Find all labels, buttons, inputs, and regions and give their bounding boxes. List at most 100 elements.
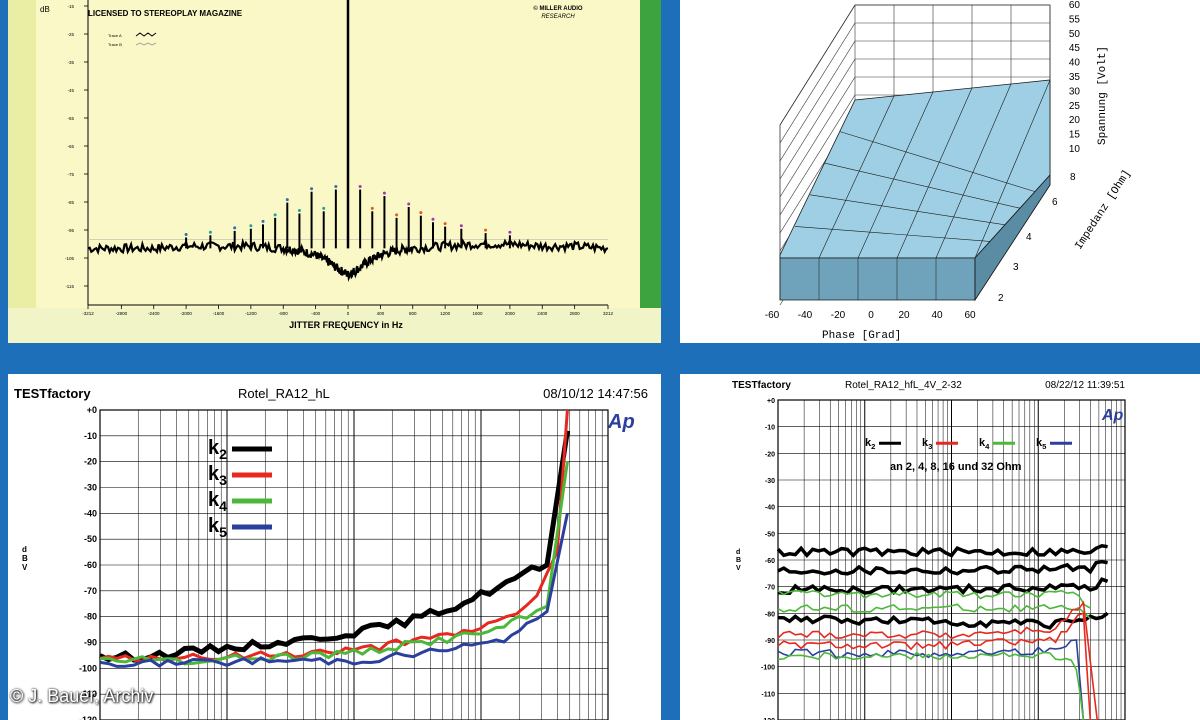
dist2-ytick-label: -20 (765, 451, 775, 458)
dist1-series-k2 (98, 430, 570, 663)
jitter-ytick-label: -105 (65, 256, 75, 261)
jitter-legend-b: Trace B (108, 42, 122, 47)
jitter-xtick-label: -2800 (116, 311, 128, 316)
dist2-series-k4 (777, 651, 1085, 720)
jitter-ytick-label: -25 (67, 32, 74, 37)
jitter-spike-marker (310, 187, 314, 191)
dist2-legend-label: k4 (979, 437, 990, 451)
dist2-ap-logo: Ap (1101, 407, 1124, 424)
surface-ztick-label: 3 (1013, 262, 1019, 273)
surface-mesh-line (974, 79, 1051, 259)
dist2-ytick-label: -10 (765, 425, 775, 432)
surface-ytick-label: 25 (1069, 101, 1081, 112)
dist2-series-k4 (777, 603, 1091, 620)
dist1-ytick-label: -10 (84, 431, 97, 441)
jitter-xlabel: JITTER FREQUENCY in Hz (289, 320, 403, 330)
jitter-spike-marker (273, 213, 277, 217)
jitter-noise-trace (87, 236, 609, 282)
dist2-header-right: 08/22/12 11:39:51 (1045, 380, 1125, 391)
dist1-legend-label: k5 (208, 515, 227, 540)
dist2-series-k3 (777, 612, 1092, 720)
dist2-ytick-label: +0 (767, 398, 775, 405)
jitter-ytick-label: -115 (65, 284, 74, 289)
jitter-ytick-label: -45 (67, 88, 74, 93)
dist1-ylabel-b: B (22, 554, 28, 563)
surface-side-grid-line (779, 76, 856, 198)
jitter-ylabel: dB (40, 5, 50, 14)
jitter-xtick-label: -800 (279, 311, 289, 316)
jitter-left-strip (8, 0, 36, 343)
surface-ztick-label: 8 (1070, 172, 1076, 183)
dist1-legend-label: k3 (208, 463, 227, 488)
jitter-spike-marker (508, 230, 512, 234)
jitter-xtick-label: 2800 (570, 311, 581, 316)
surface-mesh-line (824, 162, 1021, 209)
dist2-series-k3 (777, 600, 1098, 720)
surface-ytick-label: 55 (1069, 14, 1081, 25)
dist1-legend-label: k2 (208, 437, 227, 462)
dist1-ytick-label: -50 (84, 534, 97, 544)
surface-chart-panel: -60 -40 -20 0 20 40 60 Phase [Grad] 2 3 4 6 8 Impe… (680, 0, 1200, 343)
surface-ytick-label: 40 (1069, 58, 1081, 69)
surface-mesh-line (935, 83, 1012, 259)
jitter-xtick-label: 0 (347, 311, 350, 316)
dist2-ytick-label: -30 (765, 478, 775, 485)
distortion-chart-2: TESTfactory Rotel_RA12_hfL_4V_2-32 08/22… (732, 380, 1126, 720)
surface-ytick-label: 35 (1069, 72, 1081, 83)
dist2-ylabel-d: d (736, 549, 740, 556)
surface-xtick-label: -40 (798, 310, 813, 321)
dist2-ylabel-b: B (736, 557, 741, 564)
jitter-legend-b-swatch (135, 42, 157, 46)
dist2-ylabel-v: V (736, 565, 741, 572)
jitter-xtick-label: 400 (377, 311, 385, 316)
dist1-header-right: 08/10/12 14:47:56 (543, 386, 648, 401)
dist1-ytick-label: -90 (84, 638, 97, 648)
dist2-series-k5 (777, 639, 1085, 720)
dist1-ap-logo: Ap (607, 411, 635, 433)
jitter-ytick-label: -55 (67, 116, 74, 121)
dist2-ylabel: d B V (736, 549, 743, 572)
jitter-chart-panel: dB LICENSED TO STEREOPLAY MAGAZINE © MIL… (8, 0, 661, 343)
jitter-spike-marker (459, 224, 463, 228)
jitter-ytick-label: -75 (67, 172, 74, 177)
surface-ytick-label: 50 (1069, 29, 1081, 40)
dist2-header-left: TESTfactory (732, 380, 791, 391)
jitter-spike-marker (407, 202, 411, 206)
dist2-ytick-label: -70 (765, 585, 775, 592)
jitter-spike-marker (431, 217, 435, 221)
dist1-ytick-label: -30 (84, 483, 97, 493)
dist2-legend-label: k2 (865, 437, 875, 451)
dist1-ytick-label: -70 (84, 586, 97, 596)
dist1-ytick-label: +0 (87, 405, 97, 415)
jitter-xtick-label: 1600 (473, 311, 484, 316)
dist2-annotation: an 2, 4, 8, 16 und 32 Ohm (890, 461, 1022, 473)
surface-ytick-label: 60 (1069, 0, 1081, 11)
surface-ytick-label: 30 (1069, 86, 1081, 97)
dist1-series-k4 (99, 461, 569, 666)
dist1-ytick-label: -20 (84, 457, 97, 467)
jitter-xtick-label: 1200 (440, 311, 451, 316)
jitter-spike-marker (261, 219, 265, 223)
dist1-legend-label: k4 (208, 489, 227, 514)
dist2-series-k2 (776, 543, 1108, 559)
surface-side-grid-line (779, 40, 856, 162)
surface-ylabel: Spannung [Volt] (1097, 46, 1109, 145)
jitter-spike-marker (322, 206, 326, 210)
surface-xtick-label: 0 (868, 310, 874, 321)
jitter-ytick-label: -35 (67, 60, 74, 65)
dist2-legend-label: k5 (1036, 437, 1047, 451)
surface-xtick-label: 40 (931, 310, 943, 321)
jitter-xtick-label: -2400 (148, 311, 160, 316)
jitter-legend-a: Trace A (108, 33, 122, 38)
jitter-brand-line2: RESEARCH (541, 14, 575, 20)
surface-ztick-label: 2 (998, 293, 1004, 304)
surface-xtick-label: -60 (765, 310, 780, 321)
jitter-ytick-label: -15 (67, 4, 74, 9)
dist1-ytick-label: -80 (84, 612, 97, 622)
jitter-spike-marker (395, 213, 399, 217)
surface-ytick-label: 10 (1069, 144, 1081, 155)
surface-mesh-line (818, 95, 895, 259)
surface-zlabel: Impedanz [Ohm] (1073, 168, 1133, 252)
dist1-ylabel-d: d (22, 545, 27, 554)
surface-ztick-label: 4 (1026, 232, 1032, 243)
